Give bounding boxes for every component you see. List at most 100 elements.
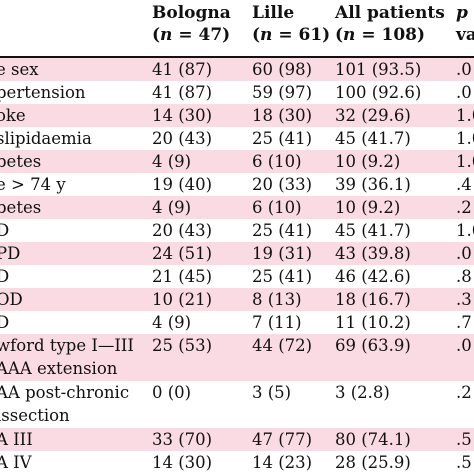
table-row: wford type I—III AAA extension 25 (53) 44 (…: [0, 334, 474, 381]
header-bologna: Bologna (n = 47): [152, 3, 231, 45]
table-row: D 20 (43) 25 (41) 45 (41.7) 1.0: [0, 219, 474, 242]
cell-bologna: 4 (9): [152, 198, 192, 217]
row-label: betes: [0, 198, 42, 217]
cell-all-patients: 10 (9.2): [335, 198, 401, 217]
cell-lille: 7 (11): [252, 313, 302, 332]
cell-p-value: .4: [456, 175, 472, 194]
row-label-line2: issection: [0, 406, 70, 425]
cell-all-patients: 39 (36.1): [335, 175, 411, 194]
row-label: D: [0, 221, 10, 240]
cell-bologna: 20 (43): [152, 129, 213, 148]
cell-all-patients: 3 (2.8): [335, 383, 390, 402]
table-row: A III 33 (70) 47 (77) 80 (74.1) .5: [0, 428, 474, 451]
cell-bologna: 41 (87): [152, 60, 213, 79]
row-label: oke: [0, 106, 26, 125]
cell-p-value: .2: [456, 383, 472, 402]
cell-p-value: .5: [456, 453, 472, 472]
cell-all-patients: 45 (41.7): [335, 129, 411, 148]
table-row: PD 24 (51) 19 (31) 43 (39.8) .0: [0, 242, 474, 265]
row-label: slipidaemia: [0, 129, 92, 148]
table-row: slipidaemia 20 (43) 25 (41) 45 (41.7) 1.0: [0, 127, 474, 150]
cell-p-value: .0: [456, 83, 472, 102]
cell-p-value: 1.0: [456, 129, 474, 148]
cell-lille: 44 (72): [252, 336, 313, 355]
cell-lille: 19 (31): [252, 244, 313, 263]
cell-all-patients: 32 (29.6): [335, 106, 411, 125]
row-label: OD: [0, 290, 23, 309]
cell-all-patients: 43 (39.8): [335, 244, 411, 263]
row-label: e > 74 y: [0, 175, 66, 194]
cell-bologna: 14 (30): [152, 453, 213, 472]
cell-all-patients: 11 (10.2): [335, 313, 411, 332]
header-p-value: p va: [456, 3, 474, 45]
cell-bologna: 0 (0): [152, 383, 192, 402]
cell-all-patients: 46 (42.6): [335, 267, 411, 286]
cell-lille: 3 (5): [252, 383, 292, 402]
cell-p-value: 1.0: [456, 152, 474, 171]
cell-all-patients: 10 (9.2): [335, 152, 401, 171]
cell-all-patients: 28 (25.9): [335, 453, 411, 472]
cell-bologna: 24 (51): [152, 244, 213, 263]
cell-bologna: 20 (43): [152, 221, 213, 240]
row-label: betes: [0, 152, 42, 171]
cell-all-patients: 45 (41.7): [335, 221, 411, 240]
cell-lille: 20 (33): [252, 175, 313, 194]
cell-lille: 47 (77): [252, 430, 313, 449]
cell-all-patients: 69 (63.9): [335, 336, 411, 355]
header-lille: Lille (n = 61): [252, 3, 331, 45]
cell-lille: 60 (98): [252, 60, 313, 79]
cell-p-value: .2: [456, 198, 472, 217]
cell-lille: 18 (30): [252, 106, 313, 125]
header-all-patients: All patients (n = 108): [335, 3, 445, 45]
cell-lille: 8 (13): [252, 290, 302, 309]
cell-p-value: .8: [456, 267, 472, 286]
cell-p-value: .5: [456, 430, 472, 449]
cell-lille: 25 (41): [252, 267, 313, 286]
cell-bologna: 14 (30): [152, 106, 213, 125]
cell-p-value: 1.0: [456, 221, 474, 240]
row-label: pertension: [0, 83, 86, 102]
cell-all-patients: 80 (74.1): [335, 430, 411, 449]
row-label: wford type I—III: [0, 336, 134, 355]
row-label-line2: AAA extension: [0, 359, 118, 378]
row-label: A IV: [0, 453, 32, 472]
table-row: pertension 41 (87) 59 (97) 100 (92.6) .0: [0, 81, 474, 104]
row-label: D: [0, 267, 10, 286]
cell-p-value: .0: [456, 60, 472, 79]
table-row: AA post-chronic issection 0 (0) 3 (5) 3 (2.8…: [0, 381, 474, 428]
cell-lille: 25 (41): [252, 221, 313, 240]
cell-p-value: .0: [456, 244, 472, 263]
cell-p-value: .7: [456, 313, 472, 332]
cell-lille: 25 (41): [252, 129, 313, 148]
table-row: A IV 14 (30) 14 (23) 28 (25.9) .5: [0, 451, 474, 474]
cell-lille: 59 (97): [252, 83, 313, 102]
cell-lille: 6 (10): [252, 152, 302, 171]
cell-bologna: 25 (53): [152, 336, 213, 355]
cell-all-patients: 100 (92.6): [335, 83, 422, 102]
table-row: oke 14 (30) 18 (30) 32 (29.6) 1.0: [0, 104, 474, 127]
cell-bologna: 41 (87): [152, 83, 213, 102]
cell-bologna: 21 (45): [152, 267, 213, 286]
cell-bologna: 10 (21): [152, 290, 213, 309]
row-label: D: [0, 313, 10, 332]
table-row: betes 4 (9) 6 (10) 10 (9.2) .2: [0, 196, 474, 219]
table-row: e > 74 y 19 (40) 20 (33) 39 (36.1) .4: [0, 173, 474, 196]
row-label: e sex: [0, 60, 39, 79]
header-rule: [0, 56, 474, 58]
row-label: AA post-chronic: [0, 383, 130, 402]
row-label: PD: [0, 244, 21, 263]
cell-bologna: 4 (9): [152, 152, 192, 171]
cell-all-patients: 101 (93.5): [335, 60, 422, 79]
row-label: A III: [0, 430, 33, 449]
table-row: OD 10 (21) 8 (13) 18 (16.7) .3: [0, 288, 474, 311]
cell-lille: 6 (10): [252, 198, 302, 217]
cell-bologna: 4 (9): [152, 313, 192, 332]
cell-p-value: .0: [456, 336, 472, 355]
cell-bologna: 33 (70): [152, 430, 213, 449]
table-row: e sex 41 (87) 60 (98) 101 (93.5) .0: [0, 58, 474, 81]
cell-all-patients: 18 (16.7): [335, 290, 411, 309]
table-row: D 4 (9) 7 (11) 11 (10.2) .7: [0, 311, 474, 334]
table-row: D 21 (45) 25 (41) 46 (42.6) .8: [0, 265, 474, 288]
table-row: betes 4 (9) 6 (10) 10 (9.2) 1.0: [0, 150, 474, 173]
